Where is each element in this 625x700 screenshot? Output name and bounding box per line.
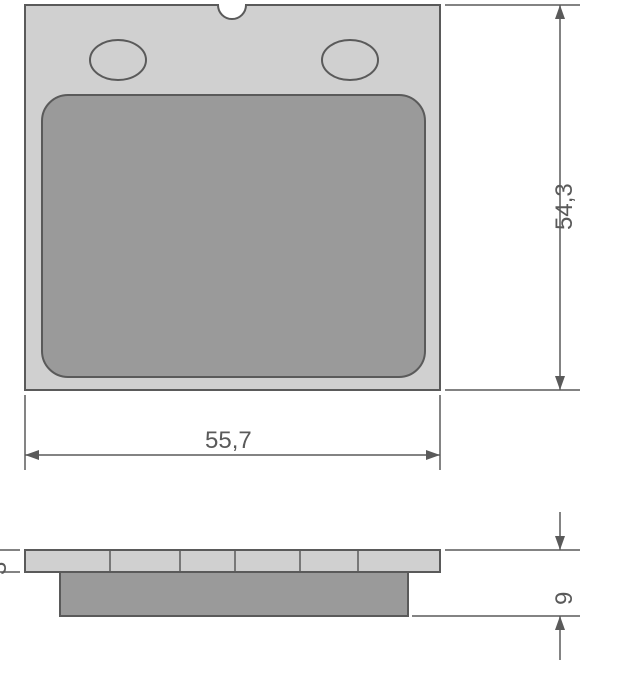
backplate-side (25, 550, 440, 572)
side-view (25, 550, 440, 616)
dimension-total-label: 9 (551, 592, 578, 605)
dimension-height: 54,3 (445, 5, 580, 390)
dimension-backplate-thickness: 3 (0, 522, 20, 608)
drawing-canvas: 55,7 54,3 3 9 (0, 0, 625, 700)
dimension-height-label: 54,3 (551, 183, 578, 230)
dimension-width: 55,7 (25, 395, 440, 470)
dimension-backplate-label: 3 (0, 562, 12, 575)
friction-pad-side (60, 572, 408, 616)
front-view (25, 5, 440, 390)
friction-pad-front (42, 95, 425, 377)
dimension-width-label: 55,7 (205, 427, 252, 454)
dimension-total-thickness: 9 (412, 512, 580, 660)
